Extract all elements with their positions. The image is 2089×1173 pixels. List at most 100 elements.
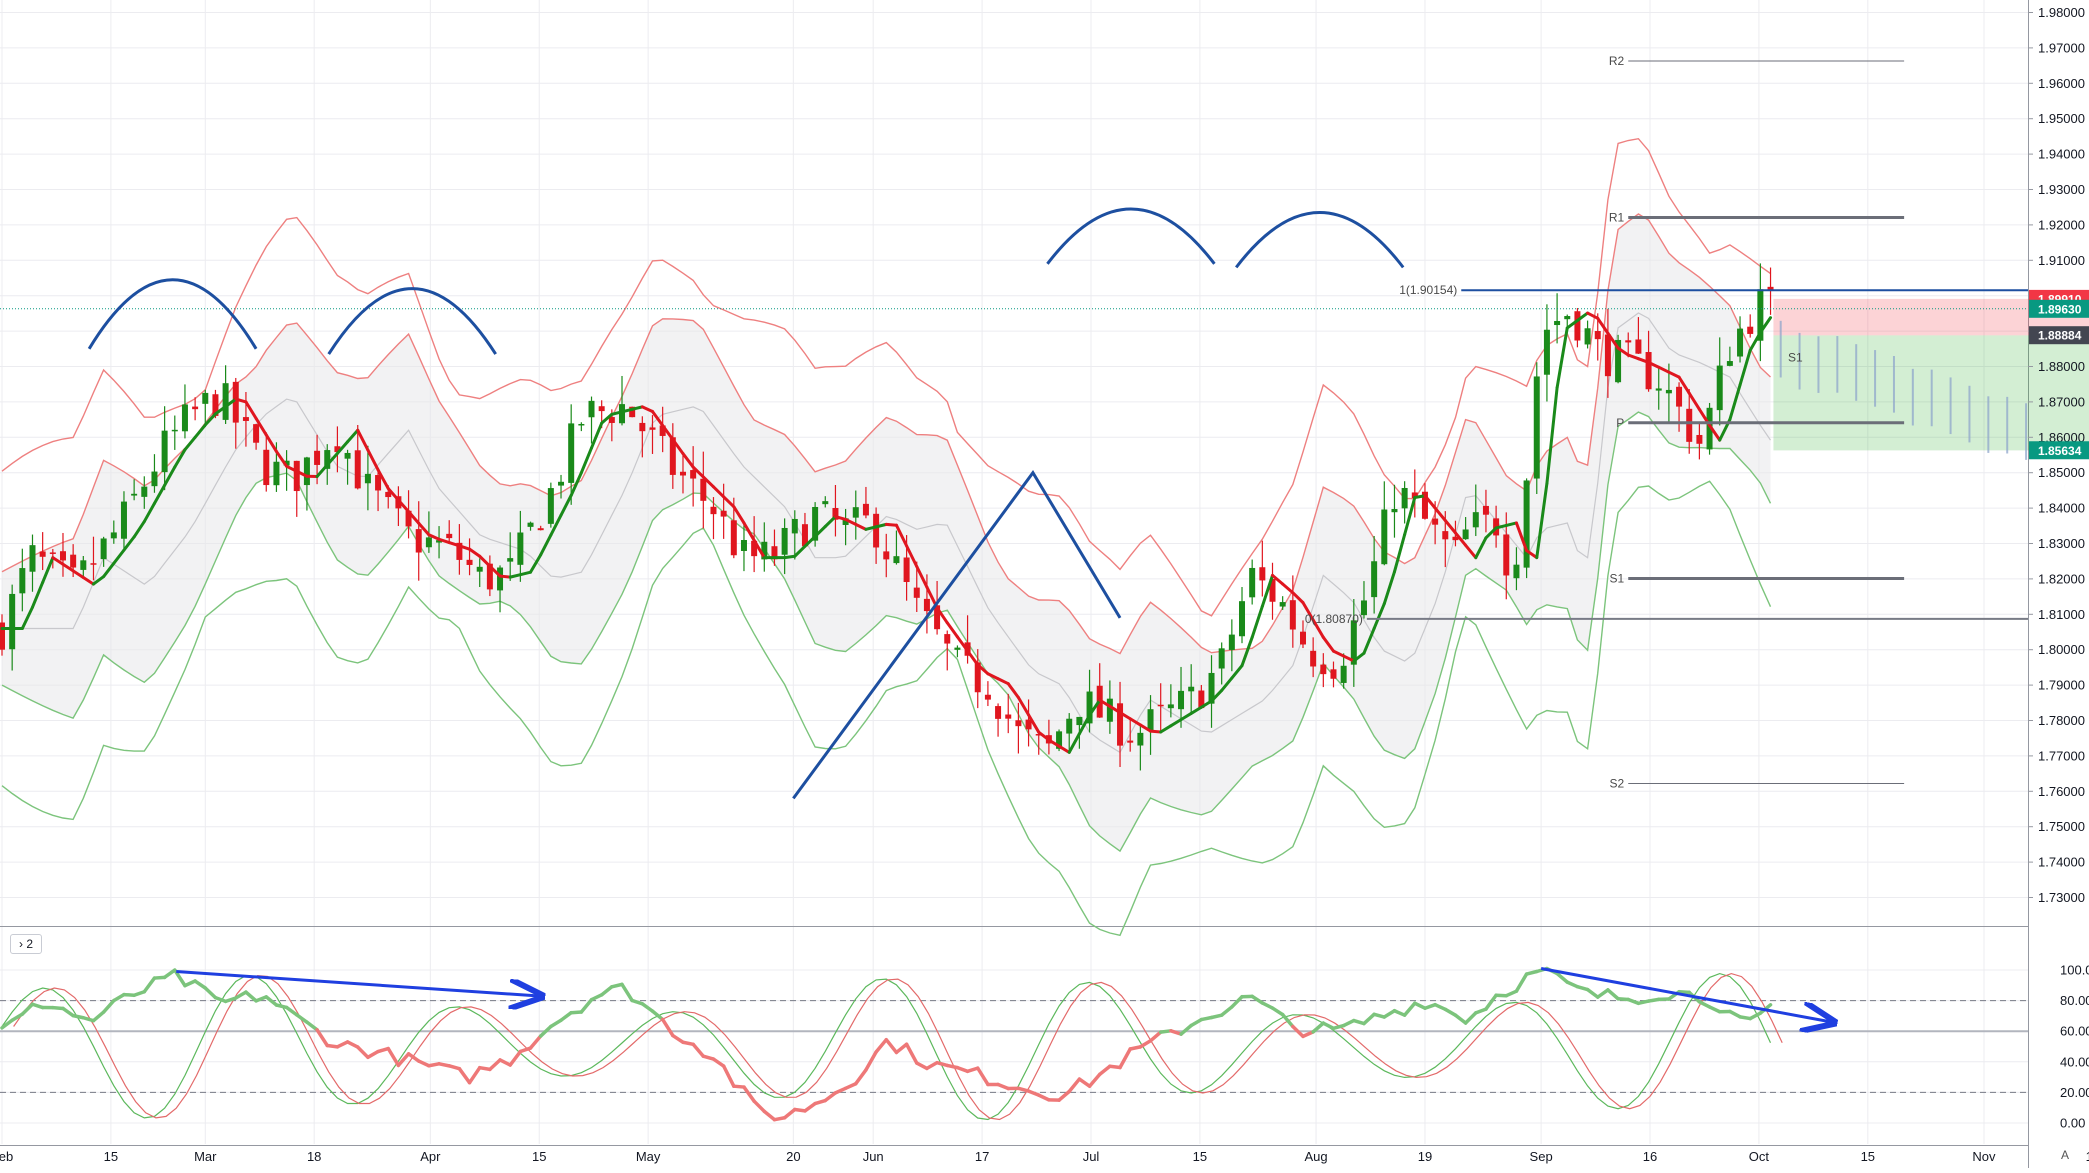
time-tick-label: 16 bbox=[1643, 1149, 1657, 1164]
candle-body bbox=[1727, 361, 1733, 366]
candle-body bbox=[639, 423, 645, 431]
candle-body bbox=[416, 529, 422, 552]
rsi-segment bbox=[205, 988, 215, 998]
rsi-segment bbox=[1364, 1014, 1374, 1023]
indicator-panel-label: 2 bbox=[26, 937, 33, 951]
candle-body bbox=[1585, 328, 1591, 344]
time-axis[interactable]: Feb15Mar18Apr15May20Jun17Jul15Aug19Sep16… bbox=[0, 1149, 2089, 1164]
candle-body bbox=[90, 563, 96, 565]
price-tag-label: 1.89630 bbox=[2038, 302, 2082, 316]
candle-body bbox=[253, 424, 259, 443]
rsi-segment bbox=[1140, 1041, 1150, 1047]
candle-body bbox=[345, 453, 351, 459]
pivot-level-label: P bbox=[1616, 416, 1624, 430]
ma-segment bbox=[1415, 496, 1425, 498]
candle-body bbox=[1005, 715, 1011, 719]
price-tick-label: 1.96000 bbox=[2038, 76, 2085, 91]
candle-body bbox=[446, 534, 452, 538]
rsi-segment bbox=[1608, 990, 1618, 999]
candle-body bbox=[1259, 567, 1265, 580]
ma-segment bbox=[1283, 584, 1293, 593]
candle-body bbox=[568, 423, 574, 483]
time-tick-label: Jul bbox=[1083, 1149, 1100, 1164]
candle-body bbox=[517, 533, 523, 565]
rsi-segment bbox=[510, 1052, 520, 1066]
rsi-segment bbox=[927, 1063, 937, 1069]
candle-body bbox=[853, 507, 859, 517]
rsi-segment bbox=[459, 1069, 469, 1083]
candle-body bbox=[29, 545, 35, 572]
candle-body bbox=[243, 417, 249, 421]
price-tick-label: 1.91000 bbox=[2038, 253, 2085, 268]
time-tick-label: 18 bbox=[307, 1149, 321, 1164]
divergence-arrow[interactable] bbox=[1541, 968, 1831, 1022]
candle-body bbox=[1391, 509, 1397, 512]
candle-body bbox=[273, 462, 279, 485]
rsi-segment bbox=[856, 1070, 866, 1084]
candle-body bbox=[883, 551, 889, 559]
candle-body bbox=[1666, 390, 1672, 393]
time-tick-label: Feb bbox=[0, 1149, 13, 1164]
time-tick-label: 15 bbox=[1193, 1149, 1207, 1164]
price-axis[interactable]: 1.730001.740001.750001.760001.770001.780… bbox=[2028, 5, 2089, 905]
candle-body bbox=[1717, 366, 1723, 411]
indicator-panel-tag[interactable]: › 2 bbox=[10, 934, 42, 954]
arc-drawing[interactable] bbox=[1047, 209, 1214, 264]
pivot-level-label: R2 bbox=[1609, 54, 1625, 68]
rsi-segment bbox=[896, 1044, 906, 1052]
rsi-segment bbox=[470, 1068, 480, 1083]
time-tick-label: 20 bbox=[786, 1149, 800, 1164]
candle-body bbox=[304, 457, 310, 485]
candle-body bbox=[893, 556, 899, 563]
candle-body bbox=[50, 552, 56, 554]
ma-segment bbox=[500, 576, 510, 577]
rsi-segment bbox=[1445, 1009, 1455, 1015]
candle-body bbox=[1625, 340, 1631, 342]
time-tick-label: Aug bbox=[1304, 1149, 1327, 1164]
candle-body bbox=[223, 383, 229, 420]
candle-body bbox=[589, 401, 595, 417]
candle-body bbox=[1442, 531, 1448, 539]
divergence-arrow[interactable] bbox=[176, 972, 539, 996]
candle-body bbox=[101, 538, 107, 559]
candle-body bbox=[1564, 316, 1570, 319]
price-tick-label: 1.85000 bbox=[2038, 465, 2085, 480]
candle-body bbox=[111, 532, 117, 538]
candle-body bbox=[19, 568, 25, 593]
ma-segment bbox=[1588, 313, 1598, 318]
candle-body bbox=[873, 514, 879, 548]
rsi-segment bbox=[876, 1040, 886, 1052]
time-tick-label: 18 bbox=[2086, 1149, 2089, 1164]
rsi-segment bbox=[1486, 995, 1496, 1009]
arc-drawing[interactable] bbox=[89, 280, 256, 349]
time-tick-label: 15 bbox=[1861, 1149, 1875, 1164]
candle-body bbox=[1249, 568, 1255, 597]
candle-body bbox=[172, 430, 178, 432]
rsi-segment bbox=[1181, 1026, 1191, 1035]
rsi-segment bbox=[114, 995, 124, 1001]
rsi-segment bbox=[642, 1004, 652, 1011]
rsi-segment bbox=[1405, 1003, 1415, 1015]
candle-body bbox=[60, 551, 66, 560]
candle-body bbox=[1280, 602, 1286, 606]
rsi-segment bbox=[1598, 990, 1608, 997]
candle-body bbox=[904, 557, 910, 582]
candle-body bbox=[1300, 632, 1306, 645]
candle-body bbox=[1676, 387, 1682, 407]
candle-body bbox=[1371, 561, 1377, 597]
candle-body bbox=[1330, 669, 1336, 678]
candle-body bbox=[721, 511, 727, 517]
auto-scale-button[interactable]: A bbox=[2053, 1146, 2077, 1164]
rsi-segment bbox=[581, 1000, 591, 1012]
price-tick-label: 1.95000 bbox=[2038, 111, 2085, 126]
candle-body bbox=[954, 648, 960, 650]
pivot-level-label: S2 bbox=[1610, 777, 1625, 791]
candle-body bbox=[782, 528, 788, 555]
arc-drawing[interactable] bbox=[1236, 213, 1403, 268]
price-tick-label: 1.75000 bbox=[2038, 819, 2085, 834]
candle-body bbox=[1656, 388, 1662, 390]
candle-body bbox=[1015, 720, 1021, 726]
